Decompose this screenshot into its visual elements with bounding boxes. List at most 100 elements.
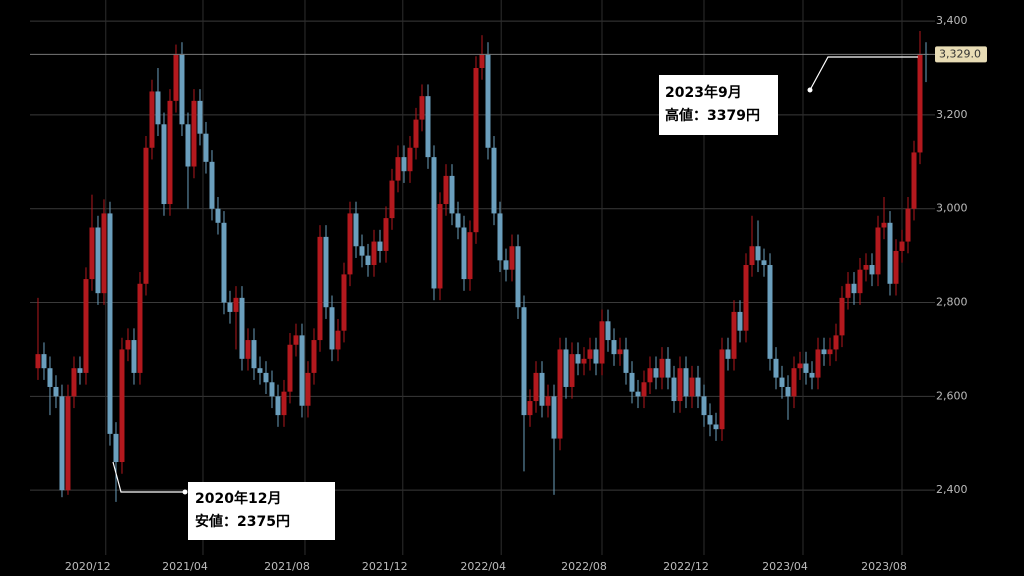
candle-body [131, 340, 137, 373]
annotation-text: 安値：2375円 [195, 513, 290, 530]
candle-body [341, 274, 347, 331]
annotation-dot [807, 87, 813, 93]
candle-body [713, 424, 719, 430]
candle-body [761, 260, 767, 266]
candle-body [215, 208, 221, 223]
candle-body [599, 321, 605, 364]
candle-body [323, 236, 329, 308]
y-tick-label: 2,400 [936, 483, 968, 496]
candle-body [209, 161, 215, 209]
candle-body [413, 119, 419, 148]
candle-body [419, 96, 425, 120]
candle-body [911, 152, 917, 209]
candle-body [731, 311, 737, 359]
candle-body [773, 358, 779, 378]
candle-body [161, 124, 167, 205]
candle-body [395, 157, 401, 181]
candle-body [155, 91, 161, 125]
candle-body [245, 340, 251, 359]
annotation-box [659, 75, 778, 135]
candle-body [803, 363, 809, 373]
candle-body [647, 368, 653, 383]
candle-body [107, 213, 113, 434]
candle-body [437, 204, 443, 289]
candle-body [173, 53, 179, 101]
candle-body [617, 349, 623, 355]
candle-body [719, 349, 725, 430]
candle-body [899, 241, 905, 251]
candle-body [581, 358, 587, 364]
axes: 2,400 2,600 2,800 3,000 3,200 3,400 2020/12 202… [30, 14, 987, 573]
candle-body [137, 283, 143, 373]
candle-body [89, 227, 95, 280]
candle-body [401, 157, 407, 172]
candle-body [611, 340, 617, 355]
candle-body [167, 100, 173, 205]
candle-body [875, 227, 881, 275]
candle-body [35, 354, 41, 369]
candle-body [503, 260, 509, 270]
candle-body [629, 372, 635, 392]
annotation-text: 2020年12月 [195, 490, 281, 507]
candle-body [263, 372, 269, 383]
candle-body [665, 358, 671, 378]
x-tick-label: 2021/12 [362, 560, 408, 573]
candle-body [59, 396, 65, 491]
candle-body [755, 246, 761, 261]
last-price-box [935, 46, 987, 63]
candle-body [551, 396, 557, 439]
candle-body [851, 283, 857, 294]
candle-body [725, 349, 731, 359]
candle-body [95, 227, 101, 294]
candle-body [509, 246, 515, 270]
candle-body [479, 53, 485, 69]
candle-body [887, 222, 893, 284]
candle-body [635, 391, 641, 397]
candle-body [269, 382, 275, 397]
x-tick-label: 2020/12 [65, 560, 111, 573]
annotation-connector [112, 461, 185, 493]
candle-body [365, 255, 371, 266]
candle-body [779, 377, 785, 387]
candle-body [329, 307, 335, 350]
candle-body [299, 335, 305, 406]
candle-body [689, 377, 695, 397]
candle-body [305, 372, 311, 406]
candle-body [179, 53, 185, 125]
candle-body [449, 175, 455, 214]
x-tick-label: 2022/12 [663, 560, 709, 573]
candle-body [563, 349, 569, 387]
x-tick-label: 2023/08 [861, 560, 907, 573]
candle-body [431, 157, 437, 289]
candle-body [677, 368, 683, 402]
candle-body [203, 133, 209, 162]
candle-body [113, 433, 119, 463]
candle-body [227, 302, 233, 312]
candle-body [569, 354, 575, 387]
candle-body [191, 100, 197, 167]
candle-body [353, 213, 359, 247]
last-price-label: 3,329.0 [939, 47, 981, 60]
candle-body [377, 241, 383, 251]
y-tick-label: 2,600 [936, 389, 968, 402]
candle-body [671, 377, 677, 402]
candle-body [521, 307, 527, 416]
candle-body [371, 241, 377, 266]
candle-body [185, 124, 191, 167]
candle-body [359, 246, 365, 256]
candle-body [383, 218, 389, 251]
candle-body [533, 372, 539, 402]
candle-body [485, 53, 491, 148]
candle-body [845, 283, 851, 298]
candle-body [839, 297, 845, 336]
y-tick-label: 2,800 [936, 296, 968, 309]
candle-body [317, 236, 323, 341]
candle-body [605, 321, 611, 341]
candle-body [467, 232, 473, 280]
x-tick-label: 2023/04 [762, 560, 808, 573]
candle-body [461, 227, 467, 280]
candle-body [869, 265, 875, 275]
candle-body [65, 396, 71, 491]
candle-body [119, 349, 125, 463]
candle-body [857, 269, 863, 294]
